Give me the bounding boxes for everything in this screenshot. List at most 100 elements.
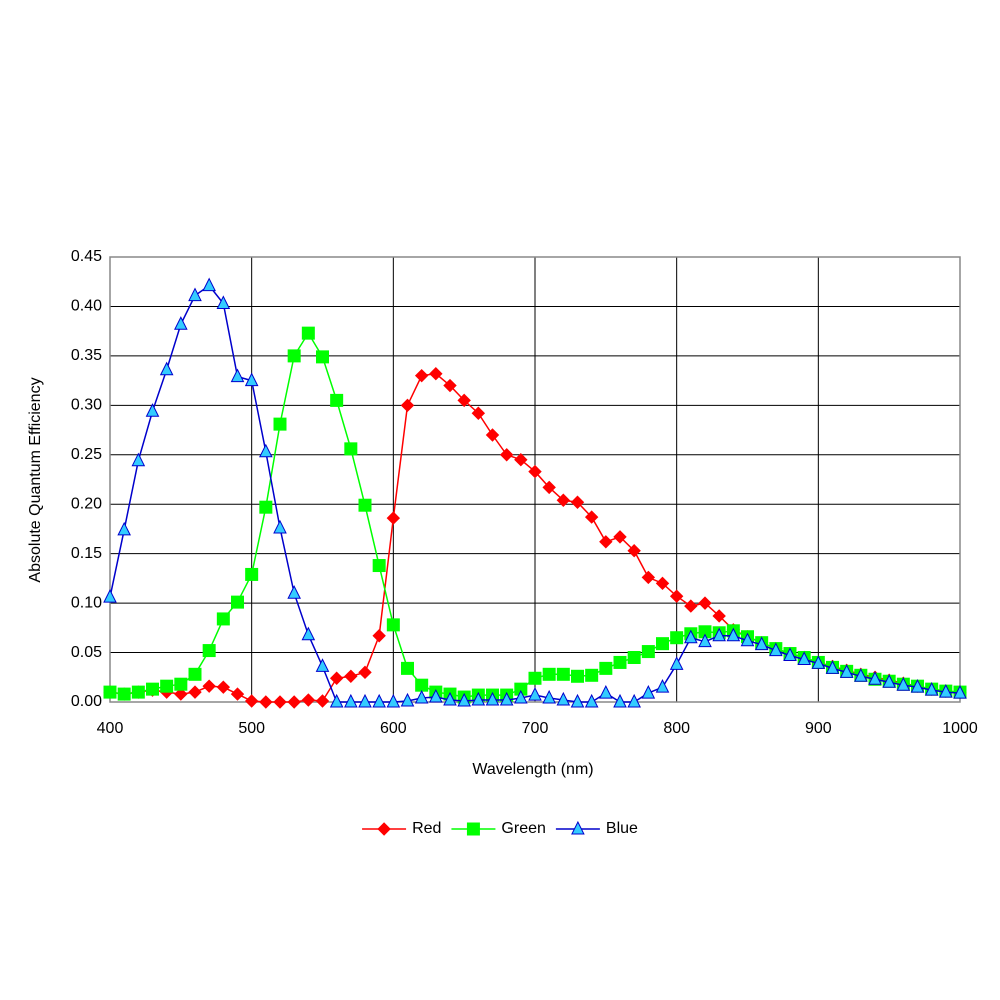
- y-tick-label: 0.15: [71, 545, 102, 562]
- data-point: [627, 651, 641, 664]
- data-point: [443, 378, 457, 393]
- data-point: [429, 688, 443, 703]
- data-point: [358, 498, 372, 512]
- data-point: [103, 685, 117, 699]
- y-tick-label: 0.30: [71, 397, 102, 414]
- data-point: [684, 599, 698, 613]
- y-axis-title: Absolute Quantum Efficiency: [27, 377, 44, 582]
- data-point: [315, 658, 330, 672]
- data-point: [769, 642, 783, 657]
- data-point: [641, 570, 656, 585]
- data-point: [599, 661, 613, 675]
- legend-label: Green: [501, 820, 545, 837]
- data-point: [670, 631, 684, 645]
- data-point: [599, 535, 613, 549]
- x-tick-label: 500: [238, 720, 265, 737]
- data-point: [287, 585, 301, 599]
- data-point: [103, 589, 117, 603]
- legend-marker: [571, 820, 585, 835]
- data-point: [641, 684, 656, 699]
- x-tick-label: 900: [805, 720, 832, 737]
- data-point: [117, 521, 131, 536]
- data-point: [485, 691, 500, 706]
- data-point: [655, 576, 670, 591]
- data-point: [414, 689, 429, 704]
- data-point: [698, 633, 712, 648]
- data-point: [301, 626, 316, 641]
- data-point: [839, 664, 854, 678]
- data-point: [202, 644, 216, 658]
- x-tick-label: 700: [522, 720, 549, 737]
- data-point: [344, 442, 358, 456]
- data-point: [726, 627, 741, 642]
- data-point: [146, 682, 159, 696]
- y-tick-label: 0.05: [71, 644, 102, 661]
- data-point: [400, 692, 415, 707]
- data-point: [599, 684, 613, 699]
- x-tick-label: 400: [97, 720, 124, 737]
- data-point: [571, 669, 584, 683]
- y-tick-label: 0.10: [71, 594, 102, 611]
- y-tick-label: 0.00: [71, 693, 102, 710]
- data-point: [783, 647, 797, 662]
- data-point: [528, 671, 542, 685]
- plot-border: [109, 256, 961, 703]
- data-point: [528, 686, 542, 701]
- data-point: [754, 636, 769, 651]
- data-point: [656, 637, 669, 651]
- data-point: [400, 398, 415, 413]
- data-point: [174, 677, 188, 691]
- data-point: [259, 500, 273, 514]
- data-point: [939, 683, 953, 698]
- data-point: [301, 693, 316, 707]
- legend-label: Blue: [606, 820, 638, 837]
- data-point: [386, 618, 400, 632]
- x-tick-label: 800: [663, 720, 690, 737]
- data-point: [401, 661, 414, 675]
- data-point: [570, 693, 585, 708]
- data-point: [188, 667, 202, 681]
- data-point: [613, 530, 627, 544]
- data-point: [797, 651, 811, 665]
- data-point: [245, 567, 259, 581]
- data-point: [230, 687, 245, 701]
- data-point: [329, 671, 344, 685]
- data-point: [145, 403, 160, 417]
- data-point: [443, 691, 457, 706]
- data-point: [528, 464, 542, 479]
- data-point: [287, 349, 301, 363]
- data-point: [953, 684, 967, 699]
- data-point: [471, 406, 486, 420]
- data-point: [825, 660, 840, 674]
- data-point: [372, 629, 386, 643]
- data-point: [231, 595, 244, 609]
- data-point: [669, 589, 684, 603]
- data-point: [415, 678, 429, 692]
- data-point: [457, 692, 471, 707]
- data-point: [499, 448, 514, 462]
- data-point: [202, 679, 216, 693]
- data-point: [429, 366, 443, 381]
- data-point: [471, 691, 486, 706]
- data-point: [868, 671, 882, 685]
- data-point: [499, 691, 514, 706]
- data-point: [131, 685, 145, 699]
- data-point: [259, 443, 273, 458]
- data-point: [924, 682, 939, 696]
- data-point: [556, 667, 570, 681]
- data-point: [372, 693, 386, 708]
- data-point: [174, 687, 188, 701]
- data-point: [329, 693, 344, 708]
- data-point: [315, 694, 330, 708]
- data-point: [216, 295, 231, 309]
- data-point: [627, 543, 641, 558]
- data-point: [514, 689, 528, 704]
- data-point: [542, 667, 556, 681]
- data-point: [584, 693, 599, 708]
- data-point: [316, 350, 329, 364]
- data-point: [414, 368, 429, 383]
- x-tick-label: 1000: [942, 720, 978, 737]
- data-point: [287, 695, 301, 709]
- data-point: [330, 393, 344, 407]
- data-point: [117, 687, 131, 701]
